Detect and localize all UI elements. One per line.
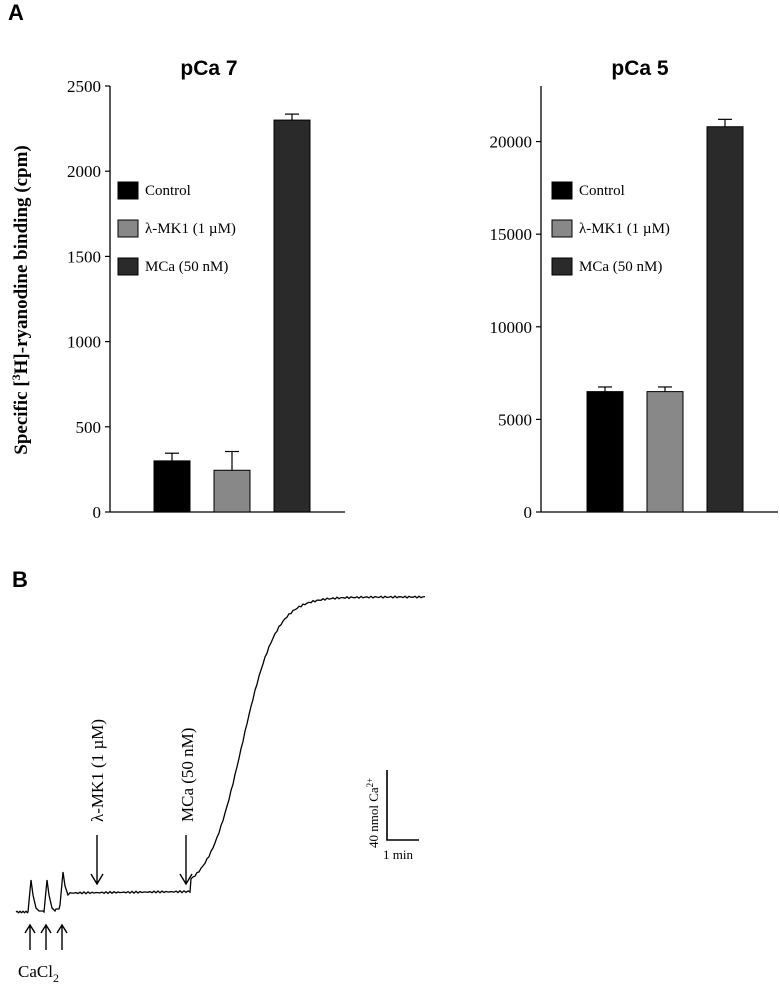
c2-ytick-label: 5000 <box>498 410 532 429</box>
calcium-trace-panel: CaCl2 λ-MK1 (1 µM) MCa (50 nM) 40 nmol C… <box>15 595 426 985</box>
panel-b-letter: B <box>12 567 28 592</box>
c2-legend-swatch <box>551 219 573 238</box>
c1-legend-swatch <box>117 181 139 200</box>
cacl2-arrows <box>24 923 68 950</box>
c2-ytick-label: 20000 <box>490 133 533 152</box>
chart-pca5-title: pCa 5 <box>611 57 669 80</box>
c2-legend-label: Control <box>579 183 625 199</box>
scale-bar <box>386 770 419 841</box>
cacl2-arrow-2 <box>40 923 52 950</box>
c1-ytick-label: 0 <box>93 503 102 522</box>
c1-legend-swatch <box>117 257 139 276</box>
panel-a-letter: A <box>8 0 24 25</box>
mca-label: MCa (50 nM) <box>178 728 197 822</box>
cacl2-label: CaCl2 <box>18 962 59 985</box>
c1-ytick-label: 1000 <box>67 333 101 352</box>
scale-bar-horizontal-label: 1 min <box>383 847 413 862</box>
mca-arrow <box>179 835 193 886</box>
mk1-label: λ-MK1 (1 µM) <box>88 719 107 822</box>
c1-ytick-label: 500 <box>76 418 102 437</box>
c1-legend-label: Control <box>145 183 191 199</box>
chart-pca5: pCa 5 0 5000 10000 15000 20000 Control λ-MK1 … <box>490 57 778 522</box>
c1-bar-1 <box>153 460 191 513</box>
chart-pca7: pCa 7 0 500 1000 1500 2000 2500 Control λ-MK1 … <box>67 57 345 522</box>
c1-legend-swatch <box>117 219 139 238</box>
c1-ytick-label: 2500 <box>67 77 101 96</box>
c2-bar-2 <box>646 391 684 513</box>
c1-legend-label: MCa (50 nM) <box>145 259 228 275</box>
c2-ytick-label: 10000 <box>490 318 533 337</box>
c1-legend-label: λ-MK1 (1 µM) <box>145 221 236 237</box>
c2-legend-label: λ-MK1 (1 µM) <box>579 221 670 237</box>
mk1-arrow <box>90 835 104 886</box>
c1-bar-3 <box>273 119 311 513</box>
c1-ytick-label: 1500 <box>67 247 101 266</box>
c1-bar-2 <box>213 469 251 513</box>
scale-bar-vertical-label: 40 nmol Ca2+ <box>365 778 381 848</box>
c2-legend-swatch <box>551 257 573 276</box>
c2-ytick-label: 15000 <box>490 225 533 244</box>
c2-ytick-label: 0 <box>524 503 533 522</box>
chart-pca7-title: pCa 7 <box>180 57 237 80</box>
cacl2-arrow-3 <box>56 923 68 950</box>
c2-legend-label: MCa (50 nM) <box>579 259 662 275</box>
c2-bar-1 <box>586 391 624 513</box>
c1-ytick-label: 2000 <box>67 162 101 181</box>
c2-legend-swatch <box>551 181 573 200</box>
y-axis-label: Specific [3H]-ryanodine binding (cpm) <box>9 145 32 455</box>
cacl2-arrow-1 <box>24 923 36 950</box>
calcium-trace-line <box>15 595 426 914</box>
c2-bar-3 <box>706 126 744 513</box>
